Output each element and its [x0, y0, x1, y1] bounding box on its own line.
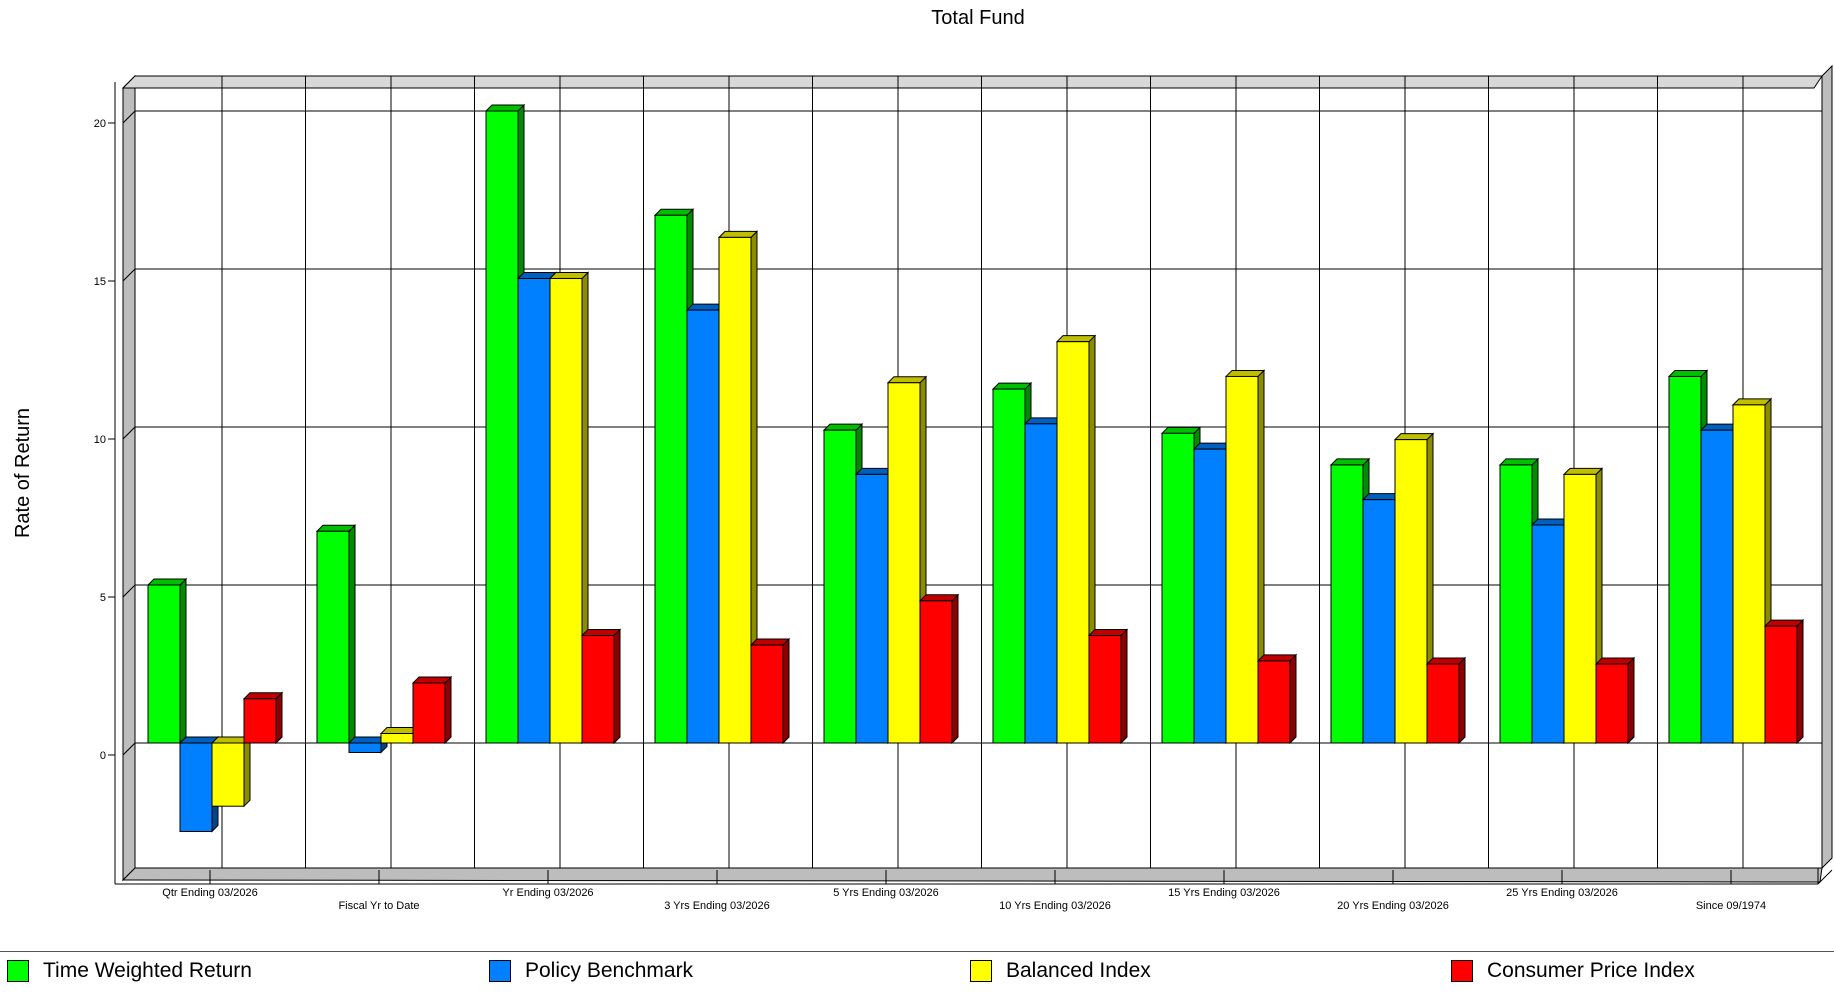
bar [146, 577, 188, 745]
chart-plot: Total Fund Rate of Return 0 5 10 15 20 Qtr E… [12, 7, 1833, 912]
x-tick-label: 3 Yrs Ending 03/2026 [664, 900, 770, 912]
bar [411, 675, 453, 745]
bar [717, 230, 759, 745]
bar [918, 593, 960, 745]
y-gridline-depth [122, 426, 136, 440]
bars [146, 103, 1805, 833]
legend-label: Policy Benchmark [525, 959, 694, 982]
y-tick-label: 5 [100, 592, 106, 604]
bar [242, 691, 284, 745]
legend-label: Consumer Price Index [1487, 959, 1695, 982]
legend-swatch [489, 960, 511, 982]
legend-swatch [970, 960, 992, 982]
legend-item: Consumer Price Index [1451, 959, 1695, 983]
bar [1763, 618, 1805, 745]
x-tick-label: 10 Yrs Ending 03/2026 [999, 900, 1111, 912]
bar [315, 524, 357, 745]
x-tick-label: Since 09/1974 [1696, 900, 1766, 912]
legend-label: Time Weighted Return [43, 959, 252, 982]
y-tick-label: 0 [100, 750, 106, 762]
bar [1594, 656, 1636, 745]
bar [1087, 628, 1129, 745]
y-axis-label: Rate of Return [12, 408, 34, 538]
bar [210, 735, 252, 808]
bar [1425, 656, 1467, 745]
legend-swatch [7, 960, 29, 982]
x-tick-label: 5 Yrs Ending 03/2026 [833, 887, 939, 899]
legend-item: Balanced Index [970, 959, 1151, 983]
x-tick-label: Yr Ending 03/2026 [502, 887, 593, 899]
category-labels: Qtr Ending 03/2026 Fiscal Yr to Date Yr En… [162, 887, 1766, 912]
legend: Time Weighted Return Policy Benchmark Bala… [0, 952, 1834, 992]
y-gridline-depth [122, 268, 136, 282]
legend-item: Time Weighted Return [7, 959, 252, 983]
bar [1393, 432, 1435, 745]
y-tick-label: 20 [94, 118, 106, 130]
y-tick-label: 10 [94, 434, 106, 446]
x-tick-label: Fiscal Yr to Date [338, 900, 419, 912]
legend-divider [0, 951, 1834, 952]
legend-item: Policy Benchmark [489, 959, 693, 983]
bar [1256, 653, 1298, 745]
y-gridline-depth [122, 584, 136, 598]
bar [548, 271, 590, 745]
bar [749, 637, 791, 745]
bar [580, 628, 622, 745]
x-tick-label: Qtr Ending 03/2026 [162, 887, 257, 899]
x-tick-label: 15 Yrs Ending 03/2026 [1168, 887, 1280, 899]
bar [1224, 369, 1266, 745]
x-tick-label: 25 Yrs Ending 03/2026 [1506, 887, 1618, 899]
bar [1562, 467, 1604, 745]
y-tick-labels: 0 5 10 15 20 [94, 118, 106, 762]
y-tick-label: 15 [94, 276, 106, 288]
legend-label: Balanced Index [1006, 959, 1151, 982]
y-gridline-depth [122, 742, 136, 756]
chart-title: Total Fund [931, 7, 1024, 29]
bar [1667, 369, 1709, 745]
legend-swatch [1451, 960, 1473, 982]
x-tick-label: 20 Yrs Ending 03/2026 [1337, 900, 1449, 912]
y-gridline-depth [122, 110, 136, 124]
